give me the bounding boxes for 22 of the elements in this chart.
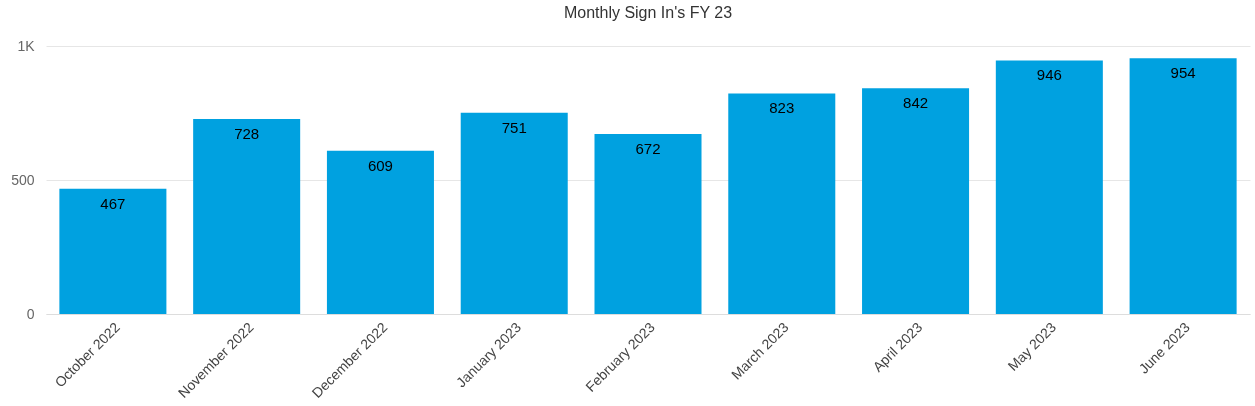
- y-tick-label: 0: [26, 305, 35, 322]
- bar: [862, 88, 970, 314]
- data-label: 946: [1036, 66, 1062, 84]
- data-label: 728: [234, 124, 260, 142]
- bar: [995, 60, 1103, 314]
- data-label: 751: [501, 118, 527, 136]
- data-label: 672: [635, 139, 661, 157]
- bar: [59, 188, 167, 314]
- data-label: 609: [367, 156, 393, 174]
- bar: [728, 93, 836, 314]
- chart-title: Monthly Sign In's FY 23: [563, 4, 733, 21]
- bar: [326, 150, 434, 314]
- data-label: 842: [903, 94, 929, 112]
- data-label: 467: [100, 194, 126, 212]
- bar: [460, 112, 568, 314]
- y-tick-label: 1K: [17, 37, 36, 54]
- data-label: 954: [1170, 64, 1196, 82]
- bar: [193, 118, 301, 314]
- data-label: 823: [769, 99, 795, 117]
- bar: [1129, 58, 1237, 314]
- bar: [594, 133, 702, 314]
- y-tick-label: 500: [11, 171, 35, 188]
